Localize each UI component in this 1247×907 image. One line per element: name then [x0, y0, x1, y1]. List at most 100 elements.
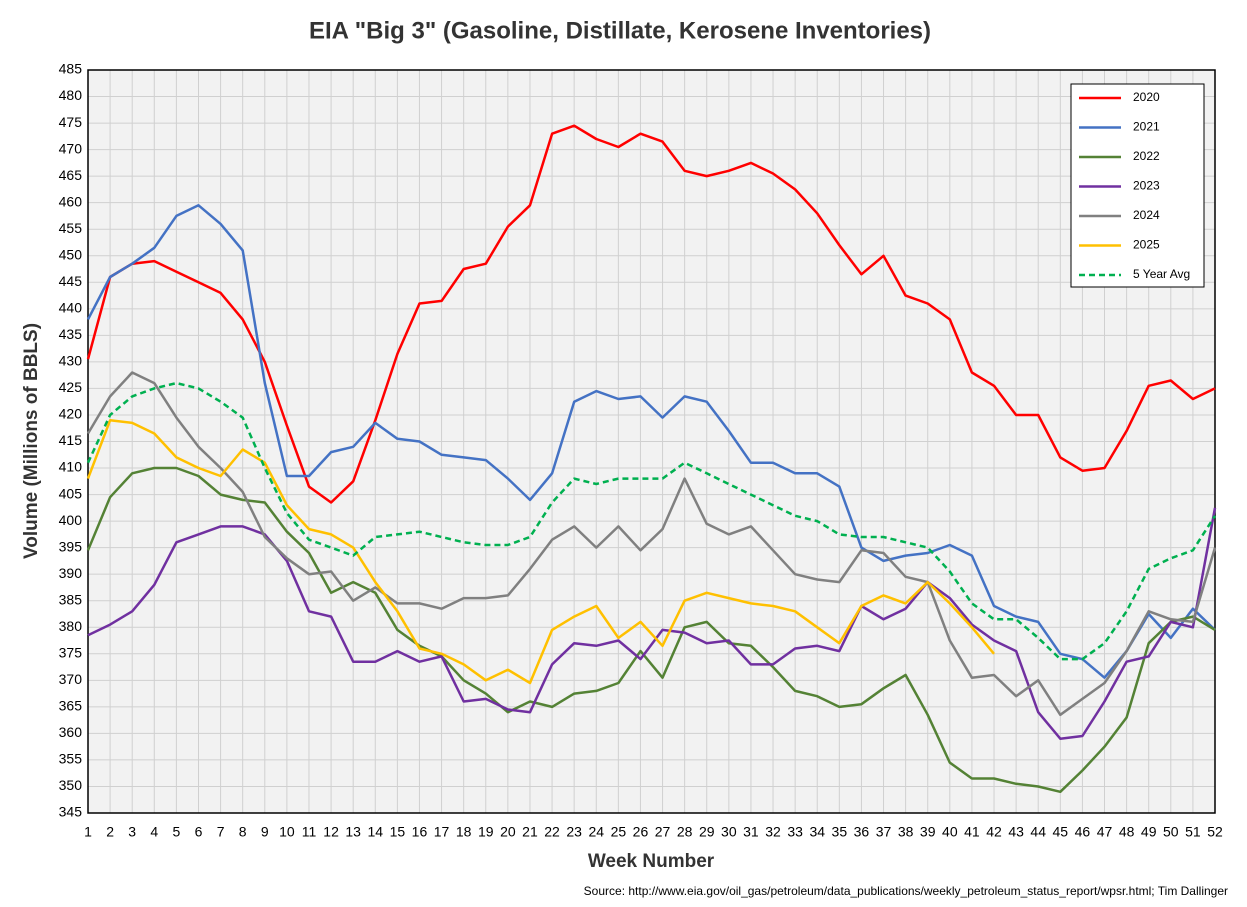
- x-tick-label: 10: [279, 824, 295, 840]
- x-tick-label: 1: [84, 824, 92, 840]
- plot-border: [87, 69, 1216, 814]
- y-tick-label: 485: [59, 61, 83, 77]
- y-tick-label: 360: [59, 724, 83, 740]
- legend-label: 2022: [1133, 149, 1160, 163]
- x-tick-label: 34: [809, 824, 825, 840]
- x-tick-label: 20: [500, 824, 516, 840]
- y-tick-label: 365: [59, 698, 83, 714]
- source-note: Source: http://www.eia.gov/oil_gas/petro…: [584, 884, 1228, 898]
- y-tick-label: 435: [59, 326, 83, 342]
- legend-label: 2023: [1133, 179, 1160, 193]
- x-axis-label: Week Number: [588, 851, 715, 872]
- y-tick-label: 345: [59, 804, 83, 820]
- y-tick-label: 420: [59, 406, 83, 422]
- y-tick-label: 470: [59, 140, 83, 156]
- y-tick-label: 355: [59, 751, 83, 767]
- y-tick-label: 385: [59, 591, 83, 607]
- x-tick-label: 33: [787, 824, 803, 840]
- x-tick-label: 25: [611, 824, 627, 840]
- x-tick-label: 43: [1008, 824, 1024, 840]
- x-tick-label: 49: [1141, 824, 1157, 840]
- x-tick-label: 35: [832, 824, 848, 840]
- x-tick-label: 15: [390, 824, 406, 840]
- chart-title: EIA "Big 3" (Gasoline, Distillate, Keros…: [309, 17, 931, 44]
- legend-label: 2021: [1133, 120, 1160, 134]
- legend-label: 5 Year Avg: [1133, 267, 1190, 281]
- x-tick-label: 41: [964, 824, 980, 840]
- x-tick-label: 52: [1207, 824, 1223, 840]
- legend-label: 2025: [1133, 238, 1160, 252]
- x-tick-label: 29: [699, 824, 715, 840]
- x-tick-label: 24: [588, 824, 604, 840]
- series-line: [86, 466, 1216, 794]
- y-tick-label: 450: [59, 246, 83, 262]
- x-tick-label: 45: [1053, 824, 1069, 840]
- y-tick-label: 445: [59, 273, 83, 289]
- x-tick-label: 32: [765, 824, 781, 840]
- x-tick-label: 14: [367, 824, 383, 840]
- x-tick-label: 4: [150, 824, 158, 840]
- y-tick-label: 475: [59, 114, 83, 130]
- x-tick-label: 26: [633, 824, 649, 840]
- x-tick-label: 9: [261, 824, 269, 840]
- x-tick-label: 39: [920, 824, 936, 840]
- x-tick-label: 18: [456, 824, 472, 840]
- y-tick-label: 375: [59, 644, 83, 660]
- x-tick-label: 19: [478, 824, 494, 840]
- x-tick-label: 37: [876, 824, 892, 840]
- y-axis-label: Volume (Millions of BBLS): [21, 323, 42, 559]
- x-tick-label: 17: [434, 824, 450, 840]
- y-tick-label: 395: [59, 538, 83, 554]
- series-line: [86, 381, 1217, 661]
- x-tick-label: 27: [655, 824, 671, 840]
- x-tick-label: 8: [239, 824, 247, 840]
- y-tick-label: 390: [59, 565, 83, 581]
- x-tick-label: 51: [1185, 824, 1201, 840]
- x-tick-label: 21: [522, 824, 538, 840]
- y-tick-label: 410: [59, 459, 83, 475]
- x-tick-label: 13: [345, 824, 361, 840]
- y-tick-label: 440: [59, 300, 83, 316]
- x-tick-label: 16: [412, 824, 428, 840]
- series-line: [86, 124, 1216, 504]
- y-tick-label: 455: [59, 220, 83, 236]
- x-tick-label: 11: [302, 824, 317, 840]
- y-tick-label: 380: [59, 618, 83, 634]
- series-line: [86, 371, 1217, 717]
- x-tick-label: 23: [566, 824, 582, 840]
- x-tick-label: 38: [898, 824, 914, 840]
- x-tick-label: 31: [743, 824, 759, 840]
- legend-label: 2024: [1133, 208, 1160, 222]
- y-tick-label: 370: [59, 671, 83, 687]
- x-tick-label: 47: [1097, 824, 1113, 840]
- x-tick-label: 7: [217, 824, 225, 840]
- x-tick-label: 3: [128, 824, 136, 840]
- x-tick-label: 42: [986, 824, 1002, 840]
- y-tick-label: 405: [59, 485, 83, 501]
- x-tick-label: 30: [721, 824, 737, 840]
- x-tick-label: 46: [1075, 824, 1091, 840]
- y-tick-label: 480: [59, 87, 83, 103]
- x-tick-label: 12: [323, 824, 339, 840]
- x-tick-label: 5: [172, 824, 180, 840]
- y-tick-label: 465: [59, 167, 83, 183]
- x-tick-label: 22: [544, 824, 560, 840]
- x-tick-label: 48: [1119, 824, 1135, 840]
- legend-label: 2020: [1133, 90, 1160, 104]
- y-tick-label: 460: [59, 193, 83, 209]
- x-tick-label: 36: [854, 824, 870, 840]
- x-tick-label: 28: [677, 824, 693, 840]
- y-tick-label: 425: [59, 379, 83, 395]
- y-tick-label: 350: [59, 777, 83, 793]
- y-tick-label: 415: [59, 432, 83, 448]
- x-tick-label: 44: [1030, 824, 1046, 840]
- series-line: [86, 204, 1216, 679]
- x-tick-label: 50: [1163, 824, 1179, 840]
- series-line: [86, 419, 995, 685]
- x-tick-label: 2: [106, 824, 114, 840]
- x-tick-label: 6: [195, 824, 203, 840]
- x-tick-label: 40: [942, 824, 958, 840]
- y-tick-label: 430: [59, 353, 83, 369]
- y-tick-label: 400: [59, 512, 83, 528]
